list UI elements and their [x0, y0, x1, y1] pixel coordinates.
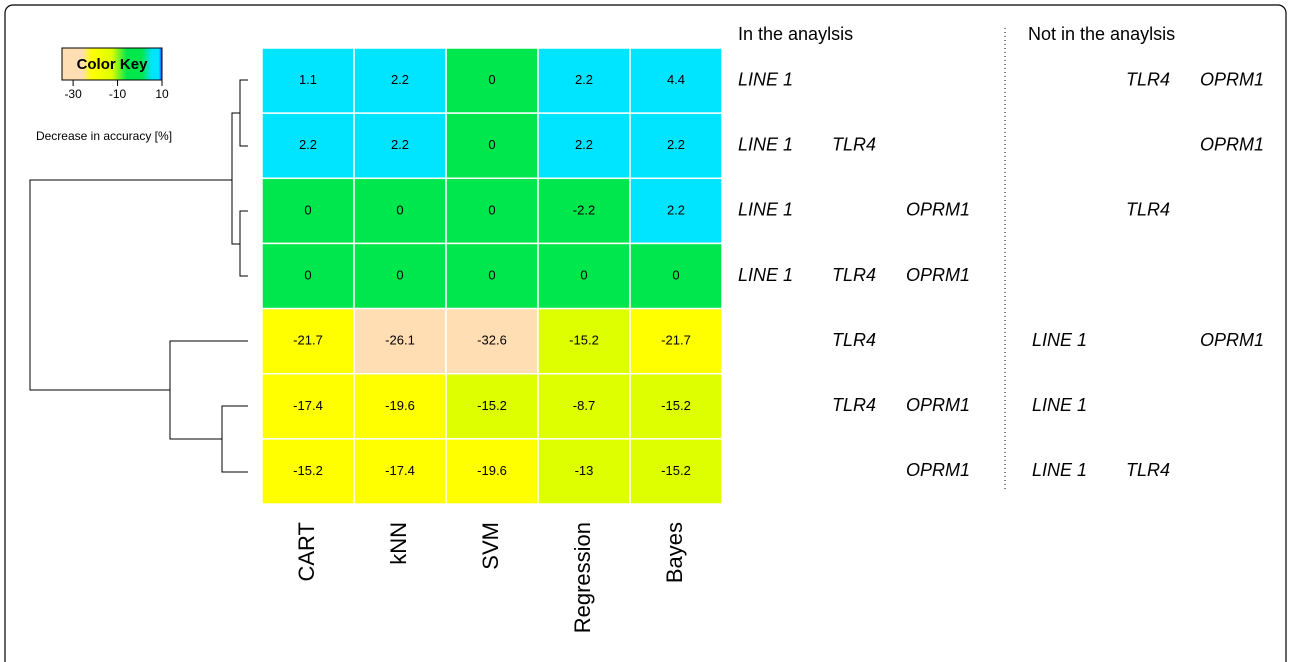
cell — [353, 112, 447, 180]
key-label: Decrease in accuracy [%] — [36, 129, 172, 143]
cell — [353, 373, 447, 440]
cell-label: 2.2 — [299, 137, 317, 152]
gene-in: LINE 1 — [738, 265, 793, 285]
cell — [537, 177, 631, 245]
cell — [261, 307, 355, 375]
cell-label: 0 — [396, 267, 403, 282]
gene-in: TLR4 — [832, 134, 876, 154]
cell-label: 0 — [304, 267, 311, 282]
cell-label: -15.2 — [569, 333, 599, 348]
cell — [629, 112, 723, 180]
cell-label: 0 — [488, 202, 495, 217]
cell-label: 2.2 — [575, 137, 593, 152]
cell-label: -21.7 — [661, 333, 691, 348]
cell-label: 0 — [396, 202, 403, 217]
cell-label: -19.6 — [477, 463, 507, 478]
cell-label: 0 — [580, 267, 587, 282]
cell-label: 0 — [488, 267, 495, 282]
cell-label: 2.2 — [667, 137, 685, 152]
cell-label: 2.2 — [667, 202, 685, 217]
cell-label: -17.4 — [385, 463, 415, 478]
gene-out: LINE 1 — [1032, 395, 1087, 415]
cell — [629, 307, 723, 375]
cell-label: -32.6 — [477, 333, 507, 348]
cell — [261, 47, 355, 114]
cell-label: -19.6 — [385, 398, 415, 413]
cell — [629, 242, 723, 310]
cell — [537, 307, 631, 375]
cell-label: -15.2 — [661, 463, 691, 478]
cell — [353, 242, 447, 310]
column-label: Bayes — [662, 522, 687, 583]
cell — [353, 177, 447, 245]
gene-in: TLR4 — [832, 265, 876, 285]
color-key — [61, 47, 163, 81]
cell-label: -17.4 — [293, 398, 323, 413]
cell-label: 2.2 — [391, 137, 409, 152]
cell — [445, 438, 539, 505]
column-label: kNN — [386, 522, 411, 565]
cell — [261, 242, 355, 310]
cell-label: -15.2 — [477, 398, 507, 413]
cell-label: -2.2 — [573, 202, 595, 217]
out-title: Not in the anaylsis — [1028, 24, 1175, 44]
gene-out: LINE 1 — [1032, 460, 1087, 480]
cell — [261, 177, 355, 245]
cell-label: 0 — [672, 267, 679, 282]
cell-label: 2.2 — [391, 72, 409, 87]
cell-label: -8.7 — [573, 398, 595, 413]
in-title: In the anaylsis — [738, 24, 853, 44]
gene-out: OPRM1 — [1200, 134, 1264, 154]
gene-out: TLR4 — [1126, 200, 1170, 220]
column-label: Regression — [570, 522, 595, 633]
gene-out: LINE 1 — [1032, 330, 1087, 350]
cell — [445, 177, 539, 245]
cell-label: 0 — [304, 202, 311, 217]
cell — [261, 112, 355, 180]
key-tick-label: -10 — [109, 87, 127, 101]
cell-label: -15.2 — [661, 398, 691, 413]
cell-label: 0 — [488, 72, 495, 87]
gene-out: OPRM1 — [1200, 69, 1264, 89]
column-label: SVM — [478, 522, 503, 570]
gene-in: TLR4 — [832, 330, 876, 350]
column-label: CART — [294, 522, 319, 582]
cell — [629, 177, 723, 245]
key-tick-label: -30 — [64, 87, 82, 101]
gene-out: OPRM1 — [1200, 330, 1264, 350]
gene-in: LINE 1 — [738, 134, 793, 154]
cell — [445, 307, 539, 375]
cell-label: 2.2 — [575, 72, 593, 87]
cell — [445, 112, 539, 180]
key-title: Color Key — [77, 56, 149, 73]
cell-label: -15.2 — [293, 463, 323, 478]
gene-out: TLR4 — [1126, 69, 1170, 89]
cell-label: 1.1 — [299, 72, 317, 87]
key-tick-label: 10 — [155, 87, 169, 101]
cell — [445, 373, 539, 440]
gene-in: OPRM1 — [906, 395, 970, 415]
cell-label: -21.7 — [293, 333, 323, 348]
cell — [353, 307, 447, 375]
cell-label: 0 — [488, 137, 495, 152]
dendrogram — [29, 79, 248, 473]
cell — [629, 47, 723, 114]
cell-label: -13 — [575, 463, 594, 478]
gene-in: LINE 1 — [738, 69, 793, 89]
cell — [629, 438, 723, 505]
cell — [537, 242, 631, 310]
cell — [261, 438, 355, 505]
cell — [629, 373, 723, 440]
gene-out: TLR4 — [1126, 460, 1170, 480]
gene-in: OPRM1 — [906, 200, 970, 220]
gene-in: OPRM1 — [906, 265, 970, 285]
cell-label: 4.4 — [667, 72, 685, 87]
cell-label: -26.1 — [385, 333, 415, 348]
gene-in: OPRM1 — [906, 460, 970, 480]
gene-in: TLR4 — [832, 395, 876, 415]
cell — [537, 373, 631, 440]
frame — [4, 4, 1287, 662]
gene-in: LINE 1 — [738, 200, 793, 220]
